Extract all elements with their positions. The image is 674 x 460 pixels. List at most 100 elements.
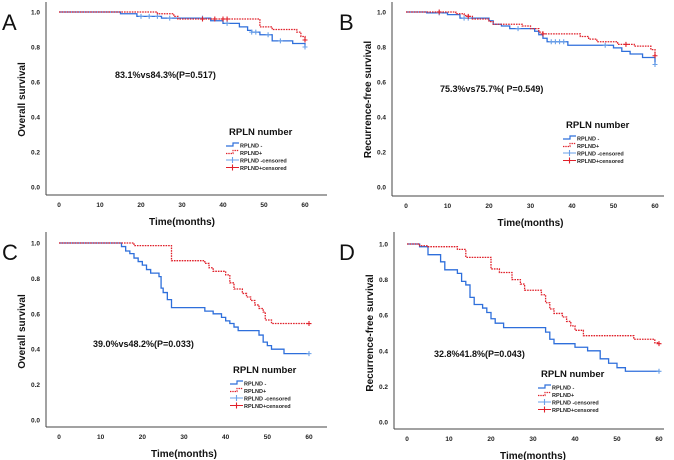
survival-annotation: 39.0%vs48.2%(P=0.033) [93,339,194,349]
x-axis-label: Time(months) [498,218,564,229]
x-tick-label: 40 [568,203,576,210]
y-tick-label: 0.2 [379,384,388,391]
legend-title: RPLN number [566,120,630,131]
y-tick-label: 0.0 [31,418,40,425]
y-tick-label: 0.8 [31,45,40,52]
legend-line-icon [538,384,551,389]
legend-label: RPLND+ [552,393,574,399]
censor-mark [623,41,629,47]
y-axis-label: Overall survival [17,294,28,369]
panel-label: D [339,240,355,265]
x-tick-label: 60 [655,436,663,443]
censor-mark [167,15,173,21]
survival-curve-rplnd-positive [59,11,306,40]
legend-label: RPLND+ [577,144,599,150]
x-tick-label: 60 [301,202,309,209]
legend-line-icon [563,142,576,148]
legend-label: RPLND+censored [577,159,624,165]
x-tick-label: 40 [219,202,227,209]
censor-mark [265,32,271,38]
legend-label: RPLND - [244,382,266,388]
survival-curve-rplnd-positive [407,243,660,344]
legend-label: RPLND+censored [240,166,287,172]
legend-line-icon [538,391,551,397]
y-tick-label: 0.6 [377,80,386,87]
censor-mark [652,53,658,59]
x-tick-label: 30 [529,436,537,443]
legend-line-icon [226,142,239,147]
censor-mark [306,321,312,327]
legend-censor-icon [538,399,551,405]
y-tick-label: 1.0 [31,10,40,17]
censor-mark [515,26,521,32]
legend-title: RPLN number [233,365,297,376]
x-tick-label: 30 [527,203,535,210]
x-tick-label: 10 [444,203,452,210]
censor-mark [224,16,230,22]
y-tick-label: 0.6 [379,313,388,320]
x-tick-label: 30 [178,202,186,209]
censor-mark [200,16,205,22]
legend-label: RPLND - [552,386,574,392]
x-tick-label: 0 [404,203,408,210]
legend-censor-icon [538,406,551,413]
panel-a: A 0.0 0.2 0.4 0.6 0.8 1.0 0 10 20 30 40 50 60 Time(mon… [0,0,337,230]
panel-label: C [2,240,18,265]
panel-label: A [2,10,17,35]
legend-censor-icon [226,157,239,163]
x-tick-label: 30 [180,434,188,441]
legend-censor-icon [563,157,576,164]
legend-censor-icon [226,164,239,171]
y-tick-label: 0.4 [31,347,40,354]
panel-b: B 0.0 0.2 0.4 0.6 0.8 1.0 0 10 20 30 40 50 60 Time(mon… [337,0,674,230]
x-tick-label: 10 [96,202,104,209]
censor-mark [656,341,662,347]
km-chart-svg: A 0.0 0.2 0.4 0.6 0.8 1.0 0 10 20 30 40 50 60 Time(mon… [2,2,327,228]
x-tick-label: 0 [405,436,409,443]
survival-curve-rplnd-negative [59,11,306,47]
censor-mark [154,13,160,19]
censor-mark [306,351,312,357]
legend-label: RPLND -censored [577,152,624,158]
x-tick-label: 20 [487,436,495,443]
legend-label: RPLND - [240,144,262,150]
legend-censor-icon [230,395,243,401]
legend-label: RPLND+ [244,389,266,395]
y-tick-label: 0.6 [31,311,40,318]
y-tick-label: 0.2 [31,382,40,389]
y-tick-label: 0.4 [379,348,388,355]
censor-mark [540,31,546,37]
y-axis-label: Recurrence-free survival [363,41,374,159]
x-tick-label: 20 [139,434,147,441]
legend-label: RPLND+censored [552,408,599,414]
y-tick-label: 0.0 [377,185,386,192]
x-axis-label: Time(months) [151,449,217,460]
censor-mark [652,62,658,67]
survival-curve-rplnd-positive [59,242,309,325]
y-tick-label: 0.0 [379,420,388,427]
y-tick-label: 1.0 [377,10,386,17]
survival-curve-rplnd-negative [407,243,659,372]
censor-mark [436,9,442,15]
x-tick-label: 50 [613,436,621,443]
legend-line-icon [563,135,576,140]
legend-line-icon [226,149,239,155]
y-tick-label: 0.4 [377,115,386,122]
km-chart-svg: D 0.0 0.2 0.4 0.6 0.8 1.0 0 10 20 30 40 50 60 Time(mon… [339,232,664,460]
censor-mark [302,37,308,43]
y-tick-label: 0.8 [379,277,388,284]
survival-curve-rplnd-negative [59,242,309,355]
km-chart-svg: B 0.0 0.2 0.4 0.6 0.8 1.0 0 10 20 30 40 50 60 Time(mon… [339,2,664,229]
y-tick-label: 0.8 [377,45,386,52]
km-chart-svg: C 0.0 0.2 0.4 0.6 0.8 1.0 0 10 20 30 40 50 60 Time(mon… [2,232,327,460]
x-tick-label: 50 [264,434,272,441]
y-tick-label: 0.6 [31,80,40,87]
y-axis-label: Overall survival [17,62,28,137]
x-axis-label: Time(months) [149,217,215,228]
survival-curve-rplnd-positive [406,11,656,56]
y-tick-label: 0.2 [31,150,40,157]
y-tick-label: 1.0 [379,242,388,249]
survival-annotation: 75.3%vs75.7%( P=0.549) [440,84,543,94]
censor-mark [302,44,308,50]
x-tick-label: 60 [305,434,313,441]
